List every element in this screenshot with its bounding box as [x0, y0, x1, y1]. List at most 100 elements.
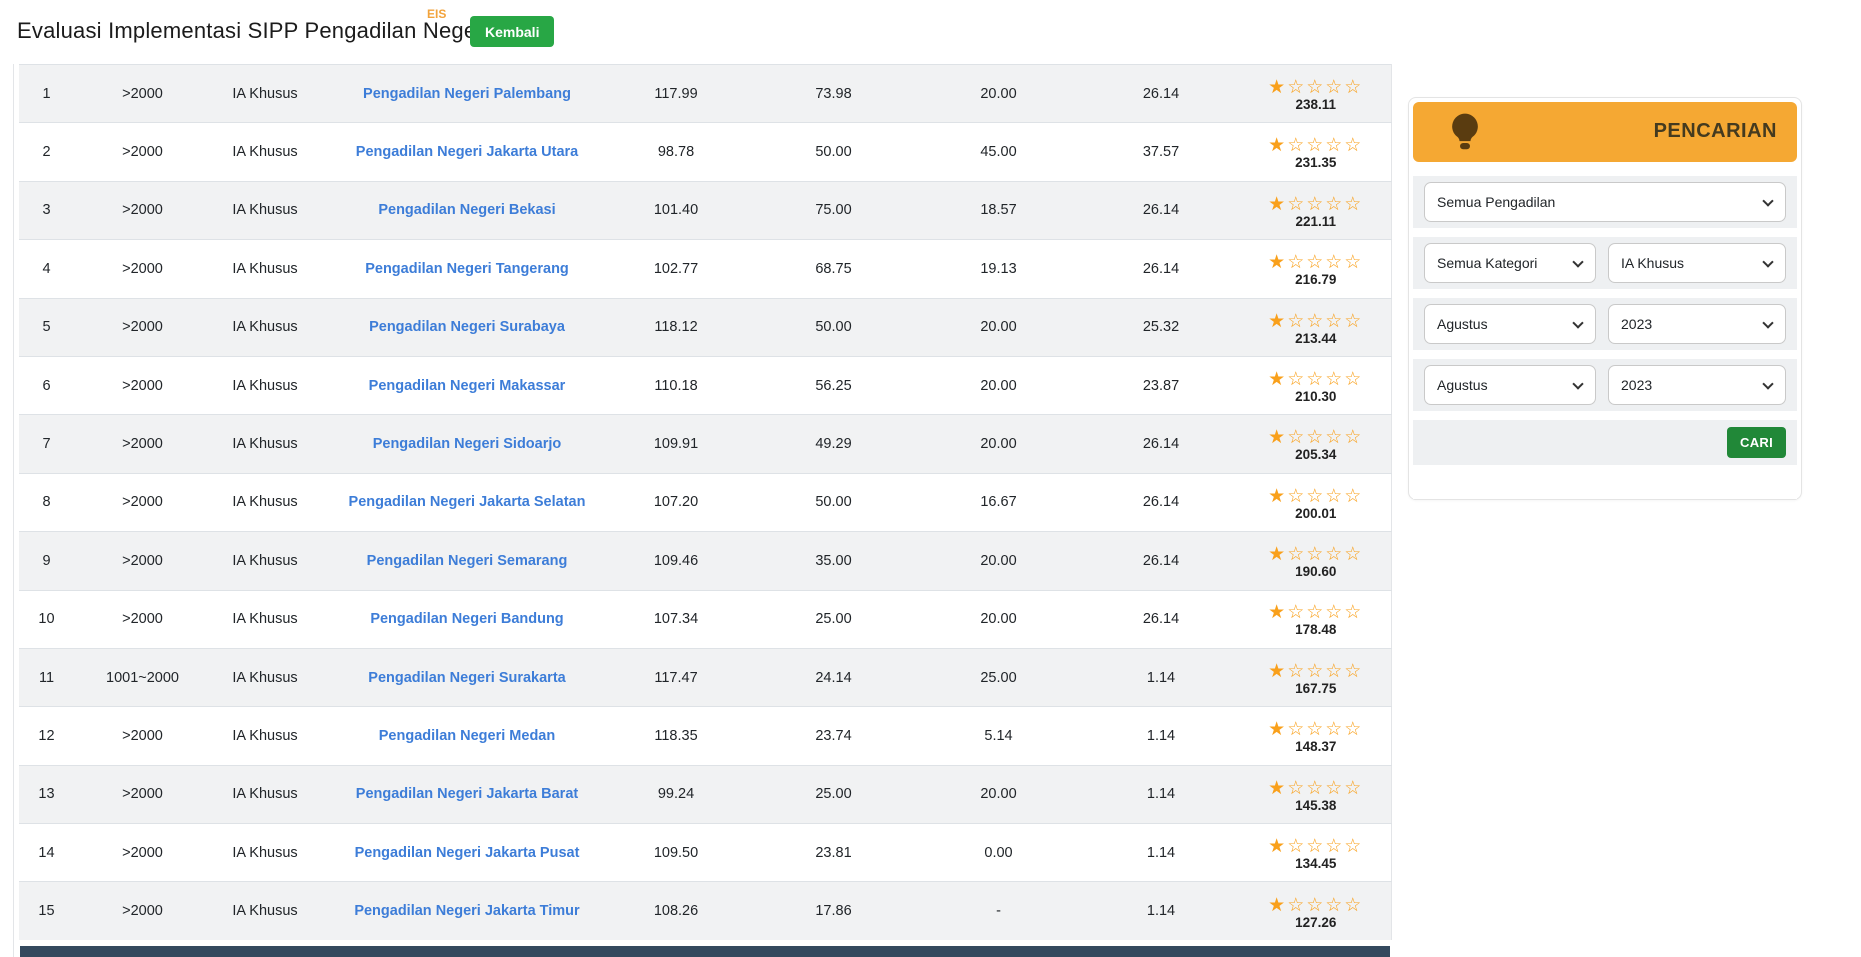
score-4-cell: 26.14: [1081, 180, 1241, 240]
score-1-cell: 99.24: [601, 764, 751, 824]
court-link[interactable]: Pengadilan Negeri Jakarta Barat: [355, 786, 579, 803]
court-class-cell: IA Khusus: [211, 297, 319, 357]
court-name-cell: Pengadilan Negeri Semarang: [319, 531, 601, 591]
court-class-cell: IA Khusus: [211, 531, 319, 591]
chevron-down-icon: [1572, 378, 1584, 390]
court-link[interactable]: Pengadilan Negeri Sidoarjo: [372, 436, 562, 453]
score-2-cell: 50.00: [751, 297, 916, 357]
score-4-cell: 26.14: [1081, 414, 1241, 474]
case-range-cell: >2000: [74, 64, 211, 123]
score-1-cell: 109.91: [601, 414, 751, 474]
search-button-row: CARI: [1413, 420, 1797, 465]
case-range-cell: >2000: [74, 297, 211, 357]
page-title: Evaluasi Implementasi SIPP Pengadilan Ne…: [17, 18, 489, 43]
score-2-cell: 50.00: [751, 472, 916, 532]
rating-cell: ★☆☆☆☆ 216.79: [1241, 239, 1391, 299]
case-range-cell: >2000: [74, 414, 211, 474]
court-link[interactable]: Pengadilan Negeri Jakarta Utara: [355, 144, 579, 161]
score-3-cell: 19.13: [916, 239, 1081, 299]
table-row: 15 >2000 IA Khusus Pengadilan Negeri Jakart…: [19, 881, 1391, 941]
star-rating-icons: ★☆☆☆☆: [1268, 894, 1364, 916]
star-rating-icons: ★☆☆☆☆: [1268, 836, 1364, 858]
rating-cell: ★☆☆☆☆ 231.35: [1241, 122, 1391, 182]
star-rating-icons: ★☆☆☆☆: [1268, 660, 1364, 682]
table-row: 12 >2000 IA Khusus Pengadilan Negeri Medan 1…: [19, 706, 1391, 766]
score-2-cell: 24.14: [751, 647, 916, 707]
rating-cell: ★☆☆☆☆ 200.01: [1241, 472, 1391, 532]
court-link[interactable]: Pengadilan Negeri Medan: [378, 727, 556, 744]
rating-cell: ★☆☆☆☆ 127.26: [1241, 881, 1391, 941]
total-score: 127.26: [1295, 914, 1337, 930]
court-class-cell: IA Khusus: [211, 180, 319, 240]
court-link[interactable]: Pengadilan Negeri Surakarta: [368, 669, 566, 686]
court-class-cell: IA Khusus: [211, 823, 319, 882]
score-1-cell: 98.78: [601, 122, 751, 182]
table-row: 4 >2000 IA Khusus Pengadilan Negeri Tangera…: [19, 239, 1391, 299]
next-section-header-strip: [20, 946, 1390, 957]
score-1-cell: 107.20: [601, 472, 751, 532]
period-to-row: Agustus 2023: [1413, 359, 1797, 411]
row-number-cell: 7: [19, 414, 74, 474]
court-select[interactable]: Semua Pengadilan: [1424, 182, 1786, 222]
category-select[interactable]: Semua Kategori: [1424, 243, 1596, 283]
table-row: 9 >2000 IA Khusus Pengadilan Negeri Semaran…: [19, 531, 1391, 591]
court-link[interactable]: Pengadilan Negeri Makassar: [368, 377, 566, 394]
score-2-cell: 50.00: [751, 122, 916, 182]
court-select-value: Semua Pengadilan: [1437, 194, 1556, 210]
court-name-cell: Pengadilan Negeri Makassar: [319, 355, 601, 415]
rating-cell: ★☆☆☆☆ 221.11: [1241, 180, 1391, 240]
court-select-row: Semua Pengadilan: [1413, 176, 1797, 228]
court-name-cell: Pengadilan Negeri Jakarta Selatan: [319, 472, 601, 532]
month-to-select[interactable]: Agustus: [1424, 365, 1596, 405]
total-score: 148.37: [1295, 739, 1337, 755]
search-button[interactable]: CARI: [1727, 427, 1786, 458]
back-button[interactable]: Kembali: [470, 16, 555, 47]
case-range-cell: >2000: [74, 180, 211, 240]
year-to-select[interactable]: 2023: [1608, 365, 1786, 405]
court-link[interactable]: Pengadilan Negeri Tangerang: [365, 260, 569, 277]
score-4-cell: 1.14: [1081, 706, 1241, 766]
rating-cell: ★☆☆☆☆ 148.37: [1241, 706, 1391, 766]
year-from-value: 2023: [1621, 316, 1653, 332]
court-class-cell: IA Khusus: [211, 64, 319, 123]
court-class-cell: IA Khusus: [211, 706, 319, 766]
table-row: 3 >2000 IA Khusus Pengadilan Negeri Bekasi 1…: [19, 180, 1391, 240]
row-number-cell: 12: [19, 706, 74, 766]
court-link[interactable]: Pengadilan Negeri Bandung: [370, 611, 564, 628]
row-number-cell: 13: [19, 764, 74, 824]
chevron-down-icon: [1762, 317, 1774, 329]
courts-table: 1 >2000 IA Khusus Pengadilan Negeri Palemba…: [19, 64, 1392, 941]
total-score: 216.79: [1295, 272, 1337, 288]
court-link[interactable]: Pengadilan Negeri Bekasi: [378, 202, 556, 219]
court-link[interactable]: Pengadilan Negeri Jakarta Pusat: [354, 844, 580, 861]
court-link[interactable]: Pengadilan Negeri Jakarta Selatan: [348, 494, 586, 511]
court-class-cell: IA Khusus: [211, 589, 319, 649]
score-2-cell: 25.00: [751, 764, 916, 824]
score-4-cell: 1.14: [1081, 764, 1241, 824]
court-link[interactable]: Pengadilan Negeri Jakarta Timur: [354, 903, 580, 920]
year-from-select[interactable]: 2023: [1608, 304, 1786, 344]
score-4-cell: 37.57: [1081, 122, 1241, 182]
case-range-cell: >2000: [74, 472, 211, 532]
score-4-cell: 23.87: [1081, 355, 1241, 415]
month-from-select[interactable]: Agustus: [1424, 304, 1596, 344]
total-score: 231.35: [1295, 155, 1337, 171]
court-name-cell: Pengadilan Negeri Surabaya: [319, 297, 601, 357]
score-2-cell: 73.98: [751, 64, 916, 123]
search-panel-header: PENCARIAN: [1413, 102, 1797, 162]
score-4-cell: 26.14: [1081, 589, 1241, 649]
court-link[interactable]: Pengadilan Negeri Surabaya: [369, 319, 565, 336]
total-score: 200.01: [1295, 505, 1337, 521]
row-number-cell: 15: [19, 881, 74, 941]
row-number-cell: 6: [19, 355, 74, 415]
row-number-cell: 9: [19, 531, 74, 591]
court-link[interactable]: Pengadilan Negeri Semarang: [366, 552, 568, 569]
court-link[interactable]: Pengadilan Negeri Palembang: [363, 85, 571, 102]
score-4-cell: 26.14: [1081, 472, 1241, 532]
score-3-cell: 0.00: [916, 823, 1081, 882]
court-class-cell: IA Khusus: [211, 122, 319, 182]
rating-cell: ★☆☆☆☆ 213.44: [1241, 297, 1391, 357]
rating-cell: ★☆☆☆☆ 205.34: [1241, 414, 1391, 474]
score-1-cell: 110.18: [601, 355, 751, 415]
class-select[interactable]: IA Khusus: [1608, 243, 1786, 283]
